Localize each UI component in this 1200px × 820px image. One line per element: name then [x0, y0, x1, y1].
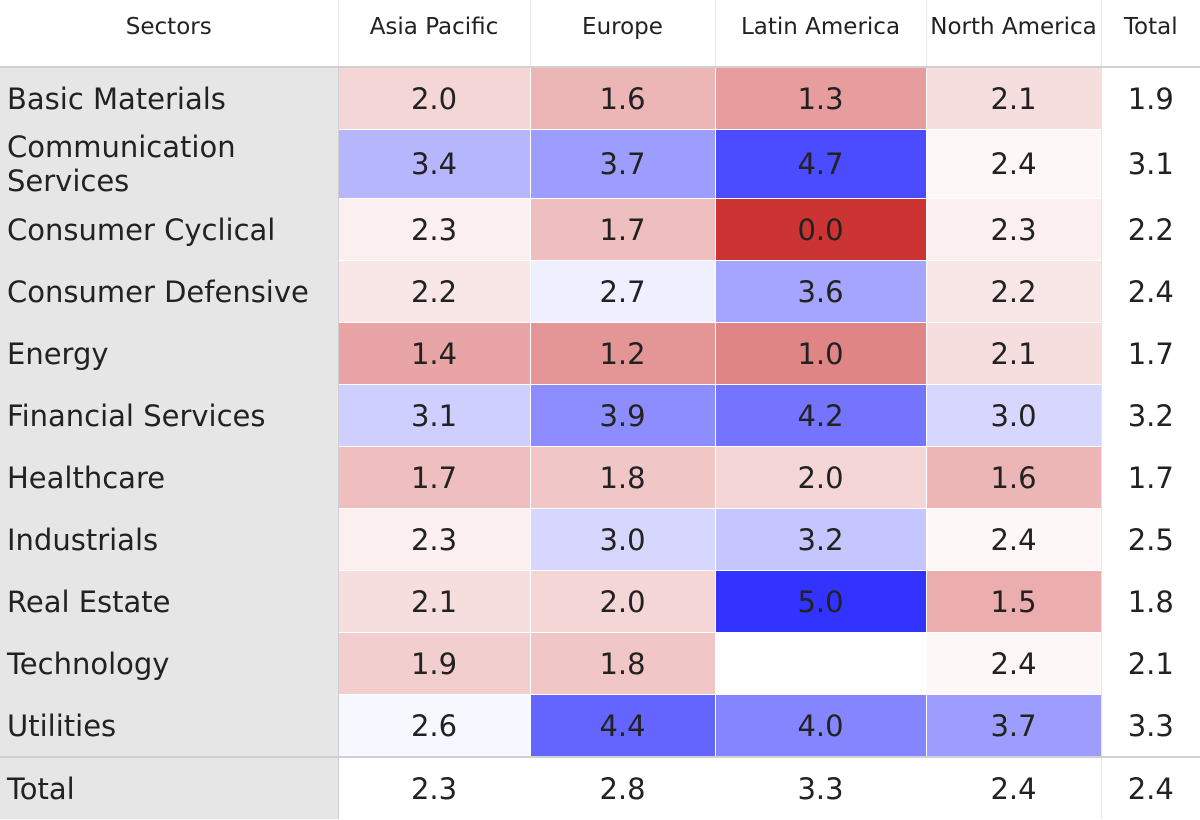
- column-header-europe[interactable]: Europe: [530, 0, 716, 68]
- heatmap-cell[interactable]: 3.0: [925, 384, 1101, 447]
- heatmap-cell[interactable]: 1.6: [529, 66, 715, 130]
- heatmap-cell[interactable]: 1.6: [925, 446, 1101, 509]
- corner-header[interactable]: Sectors: [0, 0, 339, 68]
- column-header-latin-america[interactable]: Latin America: [715, 0, 927, 68]
- row-label-financial-services[interactable]: Financial Services: [0, 384, 339, 447]
- table-row: Healthcare 1.7 1.8 2.0 1.6 1.7: [0, 446, 1200, 509]
- heatmap-cell[interactable]: 3.6: [714, 260, 926, 323]
- table-row: Basic Materials 2.0 1.6 1.3 2.1 1.9: [0, 66, 1200, 130]
- row-label-real-estate[interactable]: Real Estate: [0, 570, 339, 633]
- heatmap-cell[interactable]: 2.4: [925, 632, 1101, 695]
- heatmap-cell[interactable]: 1.0: [714, 322, 926, 385]
- heatmap-cell[interactable]: 4.0: [714, 694, 926, 757]
- heatmap-cell[interactable]: 3.2: [714, 508, 926, 571]
- heatmap-cell[interactable]: 2.0: [337, 66, 530, 130]
- heatmap-cell[interactable]: 2.1: [925, 322, 1101, 385]
- heatmap-cell[interactable]: 1.2: [529, 322, 715, 385]
- row-total-cell[interactable]: 3.1: [1100, 129, 1200, 199]
- heatmap-cell[interactable]: 2.0: [714, 446, 926, 509]
- heatmap-cell[interactable]: 1.8: [529, 632, 715, 695]
- table-row: Technology 1.9 1.8 2.4 2.1: [0, 632, 1200, 695]
- table-row: Real Estate 2.1 2.0 5.0 1.5 1.8: [0, 570, 1200, 633]
- heatmap-cell[interactable]: 3.7: [529, 129, 715, 199]
- table-row: Communication Services 3.4 3.7 4.7 2.4 3.1: [0, 129, 1200, 199]
- heatmap-cell[interactable]: 3.4: [337, 129, 530, 199]
- column-header-total[interactable]: Total: [1101, 0, 1200, 68]
- heatmap-cell[interactable]: 2.4: [925, 508, 1101, 571]
- heatmap-cell[interactable]: 4.2: [714, 384, 926, 447]
- heatmap-cell[interactable]: 2.3: [337, 198, 530, 261]
- heatmap-cell[interactable]: 0.0: [714, 198, 926, 261]
- row-label-technology[interactable]: Technology: [0, 632, 339, 695]
- row-label-industrials[interactable]: Industrials: [0, 508, 339, 571]
- column-header-asia-pacific[interactable]: Asia Pacific: [338, 0, 531, 68]
- heatmap-cell[interactable]: 4.4: [529, 694, 715, 757]
- heatmap-cell[interactable]: 2.3: [337, 508, 530, 571]
- heatmap-cell[interactable]: 1.7: [337, 446, 530, 509]
- total-row: Total 2.3 2.8 3.3 2.4 2.4: [0, 756, 1200, 819]
- row-label-total[interactable]: Total: [0, 756, 339, 819]
- row-total-cell[interactable]: 2.2: [1100, 198, 1200, 261]
- heatmap-cell[interactable]: 2.7: [529, 260, 715, 323]
- heatmap-cell[interactable]: 1.5: [925, 570, 1101, 633]
- table-row: Industrials 2.3 3.0 3.2 2.4 2.5: [0, 508, 1200, 571]
- heatmap-cell[interactable]: 1.3: [714, 66, 926, 130]
- row-total-cell[interactable]: 1.7: [1100, 322, 1200, 385]
- header-row: Sectors Asia Pacific Europe Latin Americ…: [0, 0, 1200, 68]
- table-row: Financial Services 3.1 3.9 4.2 3.0 3.2: [0, 384, 1200, 447]
- row-total-cell[interactable]: 1.9: [1100, 66, 1200, 130]
- column-total-cell[interactable]: 2.4: [925, 756, 1101, 819]
- row-label-energy[interactable]: Energy: [0, 322, 339, 385]
- heatmap-cell[interactable]: 3.1: [337, 384, 530, 447]
- row-label-communication-services[interactable]: Communication Services: [0, 129, 339, 199]
- heatmap-cell[interactable]: 2.2: [925, 260, 1101, 323]
- row-label-healthcare[interactable]: Healthcare: [0, 446, 339, 509]
- grand-total-cell[interactable]: 2.4: [1100, 756, 1200, 819]
- row-label-basic-materials[interactable]: Basic Materials: [0, 66, 339, 130]
- heatmap-cell[interactable]: 2.4: [925, 129, 1101, 199]
- heatmap-cell[interactable]: 2.0: [529, 570, 715, 633]
- column-total-cell[interactable]: 3.3: [714, 756, 926, 819]
- heatmap-cell[interactable]: 2.1: [337, 570, 530, 633]
- row-total-cell[interactable]: 3.3: [1100, 694, 1200, 757]
- heatmap-cell[interactable]: 2.3: [925, 198, 1101, 261]
- heatmap-cell[interactable]: 1.4: [337, 322, 530, 385]
- row-label-utilities[interactable]: Utilities: [0, 694, 339, 757]
- table-row: Consumer Defensive 2.2 2.7 3.6 2.2 2.4: [0, 260, 1200, 323]
- heatmap-cell[interactable]: 1.7: [529, 198, 715, 261]
- table-row: Consumer Cyclical 2.3 1.7 0.0 2.3 2.2: [0, 198, 1200, 261]
- heatmap-cell[interactable]: 2.6: [337, 694, 530, 757]
- heatmap-cell[interactable]: 3.0: [529, 508, 715, 571]
- heatmap-cell[interactable]: [714, 632, 926, 695]
- table-row: Energy 1.4 1.2 1.0 2.1 1.7: [0, 322, 1200, 385]
- heatmap-cell[interactable]: 5.0: [714, 570, 926, 633]
- heatmap-cell[interactable]: 1.8: [529, 446, 715, 509]
- heatmap-body: Basic Materials 2.0 1.6 1.3 2.1 1.9 Communicat…: [0, 66, 1200, 819]
- column-total-cell[interactable]: 2.8: [529, 756, 715, 819]
- row-total-cell[interactable]: 2.1: [1100, 632, 1200, 695]
- heatmap-cell[interactable]: 3.9: [529, 384, 715, 447]
- heatmap-cell[interactable]: 2.2: [337, 260, 530, 323]
- column-total-cell[interactable]: 2.3: [337, 756, 530, 819]
- column-header-north-america[interactable]: North America: [926, 0, 1102, 68]
- heatmap-cell[interactable]: 3.7: [925, 694, 1101, 757]
- heatmap-cell[interactable]: 4.7: [714, 129, 926, 199]
- table-row: Utilities 2.6 4.4 4.0 3.7 3.3: [0, 694, 1200, 757]
- heatmap-cell[interactable]: 1.9: [337, 632, 530, 695]
- row-total-cell[interactable]: 3.2: [1100, 384, 1200, 447]
- row-label-consumer-defensive[interactable]: Consumer Defensive: [0, 260, 339, 323]
- row-label-consumer-cyclical[interactable]: Consumer Cyclical: [0, 198, 339, 261]
- row-total-cell[interactable]: 2.5: [1100, 508, 1200, 571]
- heatmap-cell[interactable]: 2.1: [925, 66, 1101, 130]
- row-total-cell[interactable]: 2.4: [1100, 260, 1200, 323]
- row-total-cell[interactable]: 1.7: [1100, 446, 1200, 509]
- row-total-cell[interactable]: 1.8: [1100, 570, 1200, 633]
